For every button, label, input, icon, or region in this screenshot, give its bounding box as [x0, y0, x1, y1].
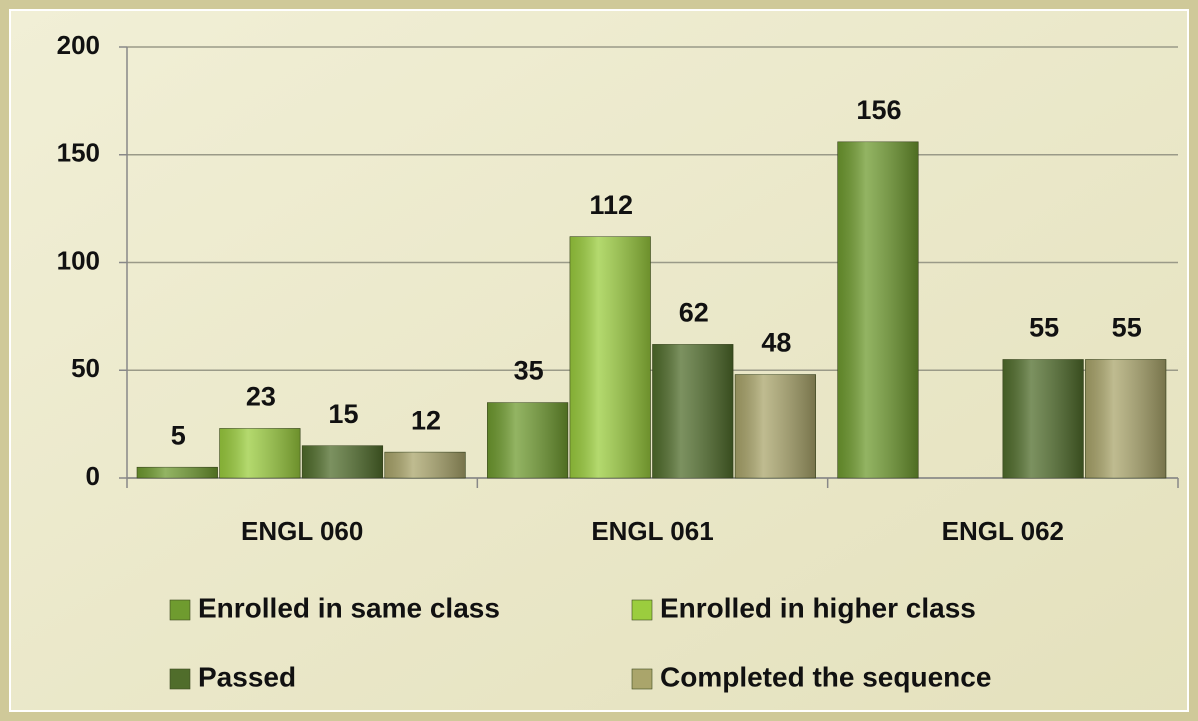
data-label: 12 [411, 405, 441, 435]
y-tick-label: 200 [57, 30, 100, 60]
x-tick-label: ENGL 062 [942, 516, 1064, 546]
data-label: 55 [1112, 313, 1142, 343]
x-tick-label: ENGL 060 [241, 516, 363, 546]
y-tick-label: 0 [86, 461, 100, 491]
data-label: 112 [589, 190, 633, 220]
data-label: 23 [246, 382, 276, 412]
x-tick-label: ENGL 061 [591, 516, 713, 546]
bar [735, 374, 816, 478]
legend-swatch [631, 668, 653, 690]
data-label: 55 [1029, 313, 1059, 343]
legend-label: Enrolled in higher class [660, 592, 976, 623]
legend-label: Completed the sequence [660, 661, 991, 692]
data-label: 62 [679, 298, 709, 328]
data-label: 5 [171, 420, 186, 450]
y-tick-label: 100 [57, 245, 100, 275]
bar [652, 344, 734, 478]
y-tick-label: 50 [71, 353, 100, 383]
data-label: 156 [856, 95, 901, 125]
bar [1002, 359, 1084, 478]
bar [137, 467, 218, 478]
bar [302, 445, 383, 478]
legend-swatch [631, 599, 653, 621]
bar [837, 141, 919, 478]
bar [384, 452, 466, 478]
legend-swatch [169, 599, 191, 621]
legend-swatch [169, 668, 191, 690]
legend-label: Enrolled in same class [198, 592, 500, 623]
data-label: 48 [761, 328, 791, 358]
data-label: 35 [514, 356, 544, 386]
bar [219, 428, 301, 478]
bar [569, 236, 651, 478]
y-tick-label: 150 [57, 138, 100, 168]
bar [1085, 359, 1166, 478]
bar [487, 402, 568, 478]
legend-label: Passed [198, 661, 296, 692]
data-label: 15 [328, 399, 358, 429]
